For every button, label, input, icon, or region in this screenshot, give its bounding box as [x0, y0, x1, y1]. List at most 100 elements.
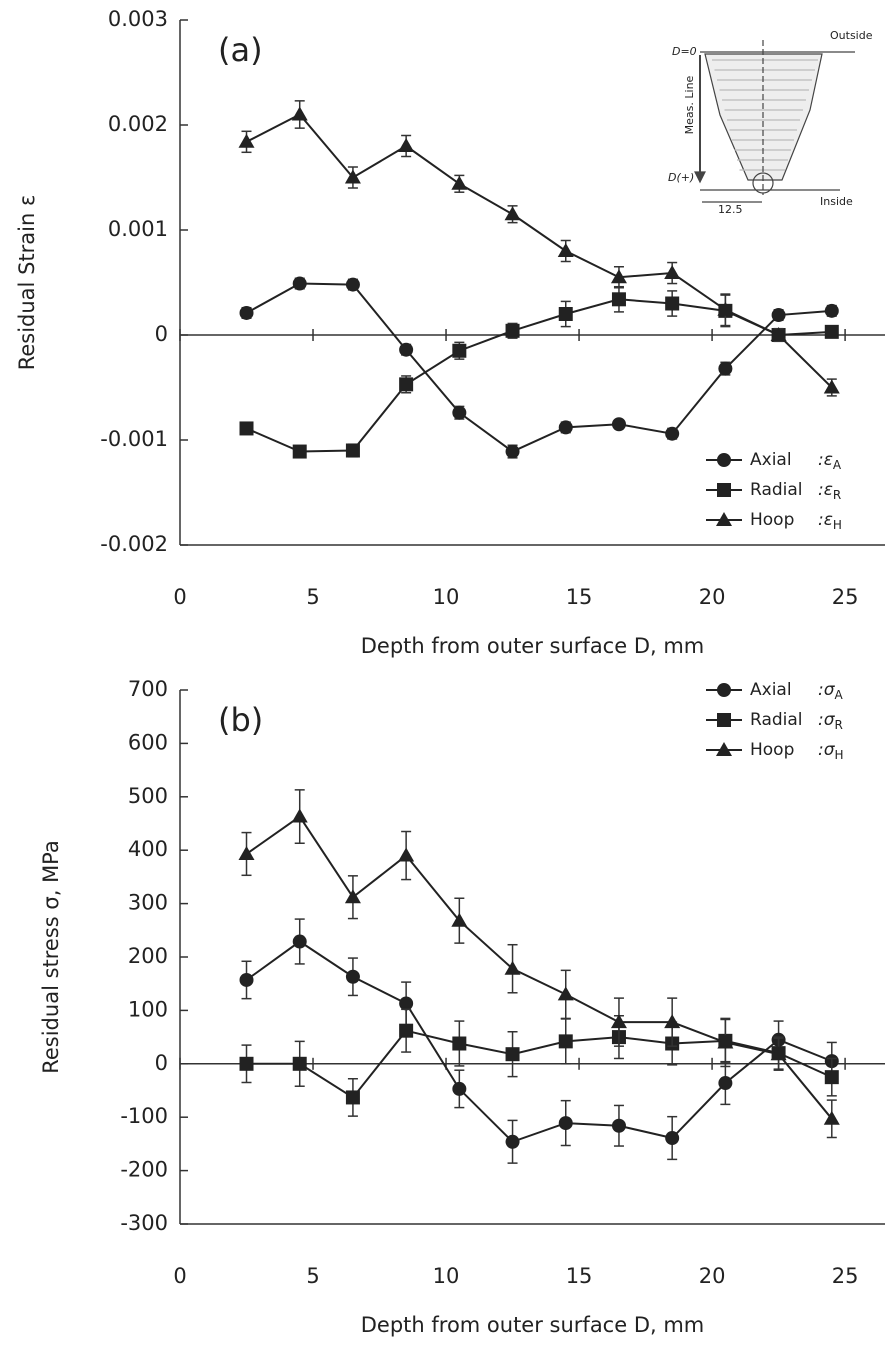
x-tick-label: 20: [699, 585, 726, 609]
marker: [452, 1081, 467, 1096]
marker: [824, 324, 839, 339]
y-tick-label: 400: [128, 837, 168, 861]
marker: [718, 361, 733, 376]
marker: [716, 512, 732, 526]
x-tick-label: 15: [566, 1264, 593, 1288]
x-tick-label: 10: [433, 1264, 460, 1288]
legend-symbol: :εR: [818, 480, 841, 502]
marker: [611, 292, 626, 307]
y-tick-label: -0.002: [100, 532, 168, 556]
inset-label: Inside: [820, 195, 853, 208]
x-tick-label: 5: [306, 1264, 319, 1288]
inset-label: D(+): [668, 171, 694, 184]
marker: [558, 1116, 573, 1131]
x-axis-title: Depth from outer surface D, mm: [361, 1313, 705, 1337]
series-line: [246, 282, 832, 453]
y-tick-label: 0.002: [108, 112, 168, 136]
marker: [716, 742, 732, 756]
marker: [717, 453, 731, 467]
marker: [558, 307, 573, 321]
x-tick-label: 15: [566, 585, 593, 609]
marker: [505, 1047, 520, 1062]
legend-symbol-text: :σ: [818, 680, 836, 700]
marker: [399, 1023, 414, 1038]
marker: [558, 420, 573, 435]
panel-label: (b): [218, 701, 263, 739]
legend-label: Axial: [750, 680, 792, 700]
x-tick-label: 5: [306, 585, 319, 609]
series-line: [246, 298, 832, 453]
marker: [345, 277, 360, 292]
marker: [452, 1036, 467, 1051]
legend-symbol: :εH: [818, 510, 842, 532]
marker: [718, 1076, 733, 1091]
y-tick-label: -200: [120, 1158, 168, 1182]
y-tick-label: 700: [128, 677, 168, 701]
legend-symbol: :εA: [818, 450, 842, 472]
legend-subscript: H: [833, 518, 842, 532]
marker: [665, 296, 680, 311]
y-axis-title: Residual stress σ, MPa: [39, 840, 63, 1074]
series-line: [245, 815, 833, 1120]
x-tick-label: 0: [173, 585, 186, 609]
marker: [292, 276, 307, 291]
marker: [665, 426, 680, 441]
marker: [505, 1134, 520, 1149]
legend-symbol: :σR: [818, 710, 843, 732]
x-tick-label: 25: [832, 585, 859, 609]
marker: [292, 444, 307, 459]
y-tick-label: 0.001: [108, 217, 168, 241]
marker: [610, 1014, 627, 1029]
marker: [398, 847, 415, 862]
marker: [452, 343, 467, 358]
marker: [610, 269, 627, 284]
legend-label: Hoop: [750, 510, 794, 530]
marker: [823, 1110, 840, 1125]
inset-label: 12.5: [718, 203, 743, 216]
x-axis-title: Depth from outer surface D, mm: [361, 634, 705, 658]
marker: [238, 133, 255, 148]
legend-subscript: A: [835, 688, 844, 702]
y-axis-title: Residual Strain ε: [15, 195, 39, 371]
marker: [344, 889, 361, 904]
marker: [558, 1034, 573, 1049]
marker: [770, 327, 787, 341]
legend-symbol-text: :ε: [818, 450, 833, 470]
marker: [504, 960, 521, 975]
marker: [451, 175, 468, 190]
marker: [292, 934, 307, 949]
marker: [611, 1118, 626, 1133]
legend-symbol-text: :ε: [818, 510, 833, 530]
y-tick-label: 600: [128, 730, 168, 754]
y-tick-label: -300: [120, 1211, 168, 1235]
inset-diagram: [694, 40, 855, 203]
y-tick-label: 0.003: [108, 7, 168, 31]
marker: [505, 323, 520, 338]
marker: [824, 303, 839, 318]
marker: [345, 969, 360, 984]
legend-symbol: :σA: [818, 680, 844, 702]
marker: [557, 243, 574, 257]
legend-subscript: A: [833, 458, 842, 472]
marker: [717, 301, 734, 316]
marker: [292, 1056, 307, 1071]
legend-label: Radial: [750, 710, 803, 730]
x-tick-label: 10: [433, 585, 460, 609]
marker: [239, 305, 254, 320]
inset-label: D=0: [672, 45, 697, 58]
panel-label: (a): [218, 31, 263, 69]
marker: [717, 683, 731, 697]
marker: [823, 379, 840, 394]
marker: [771, 308, 786, 323]
marker: [824, 1070, 839, 1085]
marker: [238, 845, 255, 860]
legend-label: Radial: [750, 480, 803, 500]
marker: [239, 972, 254, 987]
legend-label: Hoop: [750, 740, 794, 760]
y-tick-label: 100: [128, 997, 168, 1021]
marker: [399, 996, 414, 1011]
marker: [345, 443, 360, 458]
marker: [291, 808, 308, 823]
